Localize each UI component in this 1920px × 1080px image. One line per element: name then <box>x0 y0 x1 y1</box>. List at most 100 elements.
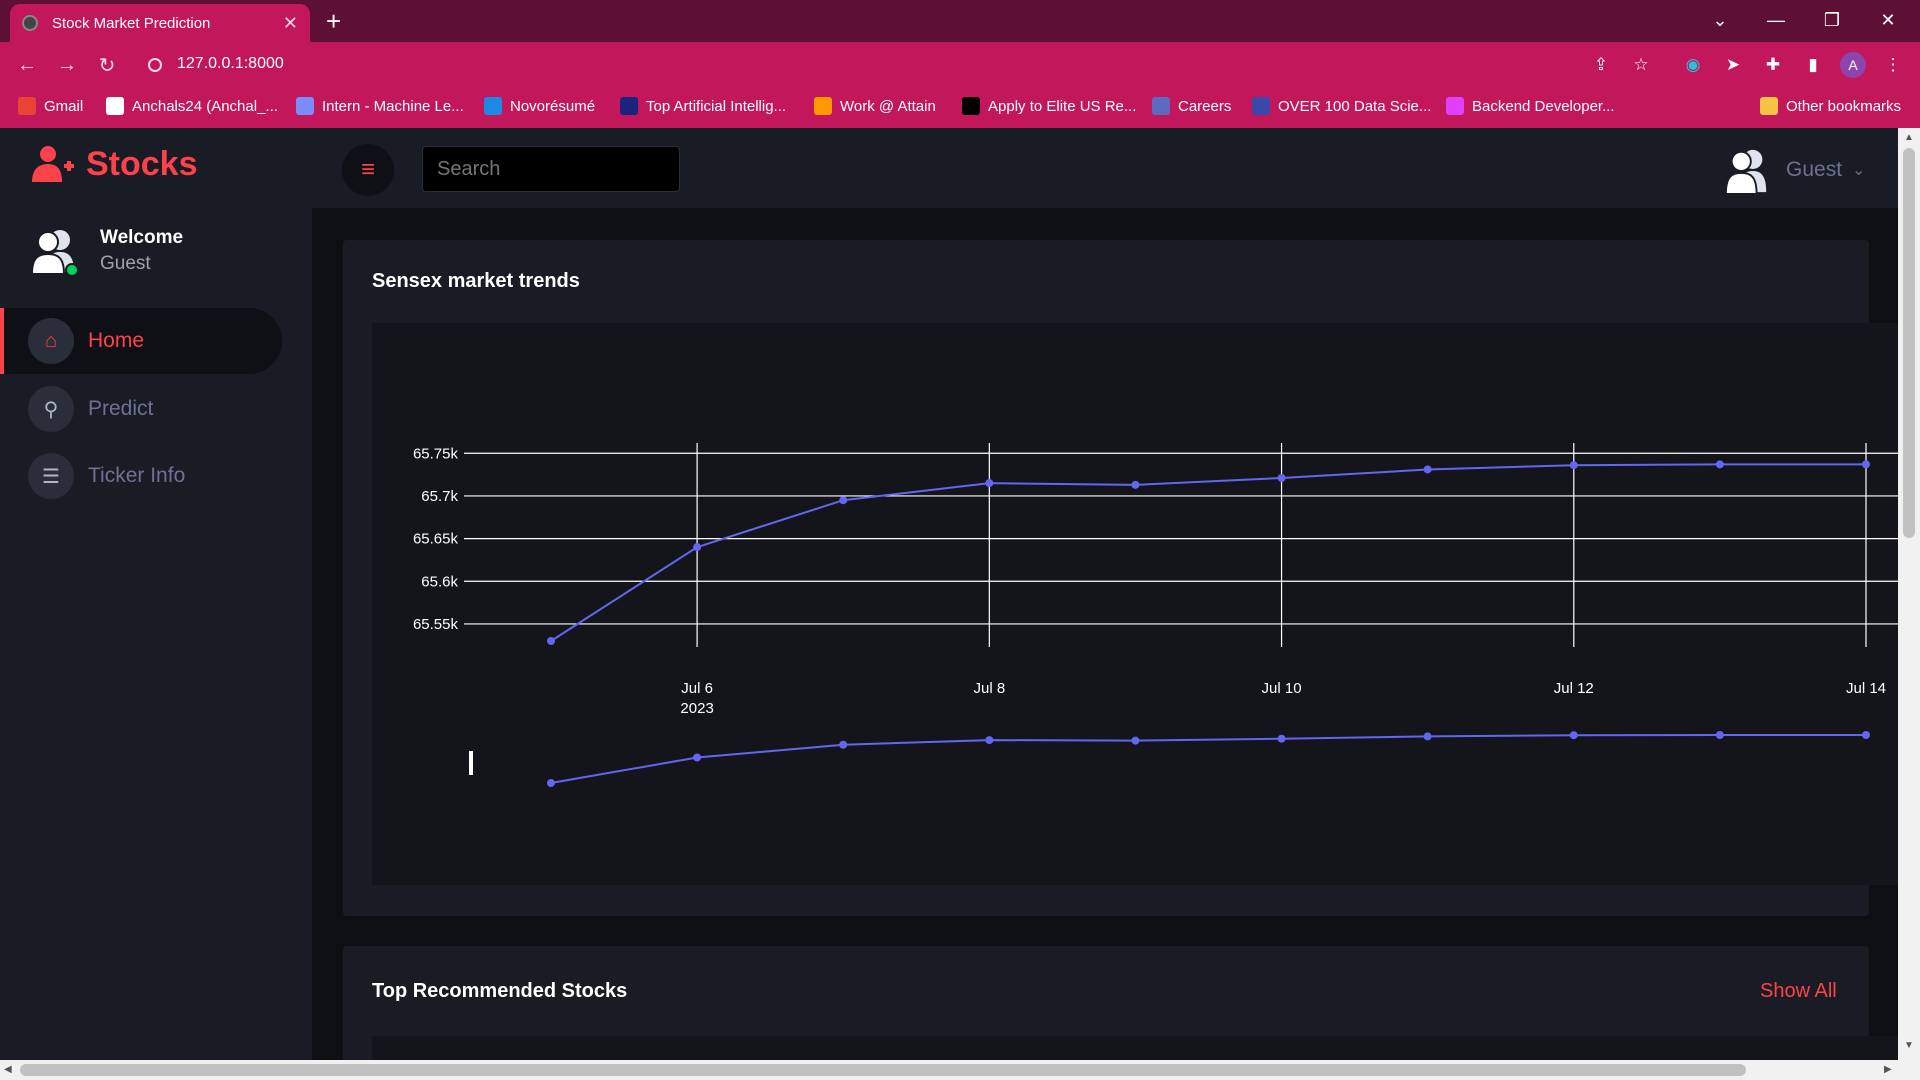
bookmark-item[interactable]: Work @ Attain <box>814 97 936 115</box>
x-tick-label: Jul 10 <box>1262 680 1302 697</box>
restore-button[interactable]: ❐ <box>1823 9 1841 30</box>
back-arrow-icon[interactable]: ← <box>17 53 37 76</box>
brand-name: Stocks <box>86 144 198 183</box>
scroll-left-arrow-icon[interactable]: ◀ <box>4 1064 12 1075</box>
address-bar[interactable]: 127.0.0.1:8000 <box>177 55 284 72</box>
bookmark-favicon-icon <box>484 97 502 115</box>
browser-tab-strip <box>0 0 1920 42</box>
profile-avatar[interactable]: A <box>1840 52 1866 78</box>
bookmark-favicon-icon <box>106 97 124 115</box>
sidebar-item-ticker-info[interactable]: ☰ Ticker Info <box>0 443 282 509</box>
bookmark-favicon-icon <box>1152 97 1170 115</box>
bookmark-label: Work @ Attain <box>840 97 936 115</box>
site-info-icon[interactable] <box>148 58 162 72</box>
data-point <box>985 479 994 488</box>
browser-menu-icon[interactable]: ⋮ <box>1884 55 1902 74</box>
rangeslider-point <box>693 753 702 762</box>
tab-close-icon[interactable]: ✕ <box>282 12 298 33</box>
brand-logo[interactable]: Stocks <box>28 144 198 184</box>
data-point <box>1862 460 1870 469</box>
bookmark-item[interactable]: Anchals24 (Anchal_... <box>106 97 278 115</box>
bookmark-item[interactable]: Novorésumé <box>484 97 595 115</box>
bookmark-item[interactable]: OVER 100 Data Scie... <box>1252 97 1431 115</box>
list-icon: ☰ <box>28 453 74 499</box>
series-line <box>550 463 1866 642</box>
reload-icon[interactable]: ↻ <box>98 54 116 77</box>
new-tab-button[interactable]: + <box>326 6 342 36</box>
bookmark-item[interactable]: Careers <box>1152 97 1231 115</box>
bookmark-label: Backend Developer... <box>1472 97 1615 115</box>
recommended-title: Top Recommended Stocks <box>372 980 628 1002</box>
user-dropdown[interactable]: Guest ⌄ <box>1722 146 1865 194</box>
rangeslider-handle[interactable] <box>469 751 473 775</box>
rangeslider-point <box>1423 732 1432 741</box>
side-panel-icon[interactable]: ▮ <box>1808 55 1818 74</box>
horizontal-scroll-thumb[interactable] <box>20 1064 1746 1076</box>
sidebar-item-predict[interactable]: ⚲ Predict <box>0 376 282 442</box>
data-point <box>1715 460 1724 469</box>
show-all-link[interactable]: Show All <box>1760 980 1837 1002</box>
forward-arrow-icon[interactable]: → <box>57 53 77 76</box>
extension-arrow-icon[interactable]: ➤ <box>1725 55 1741 74</box>
bookmark-favicon-icon <box>814 97 832 115</box>
y-tick-label: 65.6k <box>421 573 458 590</box>
bookmark-label: Careers <box>1178 97 1232 115</box>
chart-card-title: Sensex market trends <box>372 270 580 292</box>
extensions-puzzle-icon[interactable]: ✚ <box>1765 55 1781 74</box>
bookmark-item[interactable]: Gmail <box>18 97 83 115</box>
welcome-profile: Welcome Guest <box>30 226 183 276</box>
rangeslider-point <box>1715 731 1724 739</box>
rangeslider-point <box>985 736 994 745</box>
scroll-up-arrow-icon[interactable]: ▲ <box>1904 132 1914 143</box>
bookmark-label: Intern - Machine Le... <box>322 97 464 115</box>
rangeslider-point <box>1277 734 1286 743</box>
extension-ring-icon[interactable]: ◉ <box>1685 55 1701 74</box>
bookmark-item[interactable]: Backend Developer... <box>1446 97 1615 115</box>
minimize-button[interactable]: — <box>1767 9 1785 30</box>
sensex-line-chart[interactable]: 65.75k 65.7k 65.65k 65.6k 65.55k Jul 6 2023 Jul… <box>372 323 1900 885</box>
user-label: Guest <box>1786 158 1843 181</box>
tab-search-chevron-icon[interactable]: ⌄ <box>1712 9 1728 30</box>
bookmark-label: Apply to Elite US Re... <box>988 97 1137 115</box>
data-point <box>547 637 555 645</box>
y-tick-label: 65.7k <box>421 488 458 505</box>
tab-title: Stock Market Prediction <box>52 14 211 32</box>
x-tick-label: Jul 8 <box>973 680 1005 697</box>
sidebar-item-label: Ticker Info <box>88 464 186 487</box>
rangeslider-point <box>1131 736 1140 745</box>
x-tick-label: Jul 14 <box>1846 680 1886 697</box>
share-icon[interactable]: ⇪ <box>1593 55 1609 74</box>
x-tick-label: Jul 6 <box>681 680 713 697</box>
other-bookmarks-label: Other bookmarks <box>1786 97 1902 115</box>
scroll-right-arrow-icon[interactable]: ▶ <box>1884 1064 1892 1075</box>
bookmark-star-icon[interactable]: ☆ <box>1633 55 1649 74</box>
search-input[interactable] <box>422 146 680 192</box>
bookmark-item[interactable]: Intern - Machine Le... <box>296 97 464 115</box>
scroll-down-arrow-icon[interactable]: ▼ <box>1904 1040 1914 1051</box>
menu-toggle-button[interactable]: ≡ <box>342 144 394 196</box>
vertical-scroll-thumb[interactable] <box>1903 148 1915 538</box>
bookmark-label: Top Artificial Intellig... <box>646 97 787 115</box>
bookmark-item[interactable]: Top Artificial Intellig... <box>620 97 786 115</box>
rangeslider-line <box>550 734 1866 784</box>
other-bookmarks[interactable]: Other bookmarks <box>1760 97 1901 115</box>
welcome-user: Guest <box>100 253 151 274</box>
bookmark-label: OVER 100 Data Scie... <box>1278 97 1432 115</box>
bookmark-favicon-icon <box>620 97 638 115</box>
bookmarks-bar <box>0 88 1920 128</box>
x-tick-year-label: 2023 <box>680 700 713 717</box>
bookmark-label: Novorésumé <box>510 97 596 115</box>
sidebar-item-home[interactable]: ⌂ Home <box>0 308 282 374</box>
rangeslider-point <box>839 740 848 749</box>
rangeslider-point <box>1569 731 1578 740</box>
data-point <box>1277 474 1286 483</box>
data-point <box>1131 480 1140 489</box>
bookmark-item[interactable]: Apply to Elite US Re... <box>962 97 1136 115</box>
search-icon: ⚲ <box>28 386 74 432</box>
browser-tab[interactable]: Stock Market Prediction ✕ <box>10 4 310 42</box>
online-status-dot <box>65 263 78 276</box>
close-window-button[interactable]: ✕ <box>1880 9 1896 30</box>
y-tick-label: 65.65k <box>413 531 459 548</box>
chevron-down-icon: ⌄ <box>1852 162 1866 179</box>
data-point <box>693 543 702 552</box>
